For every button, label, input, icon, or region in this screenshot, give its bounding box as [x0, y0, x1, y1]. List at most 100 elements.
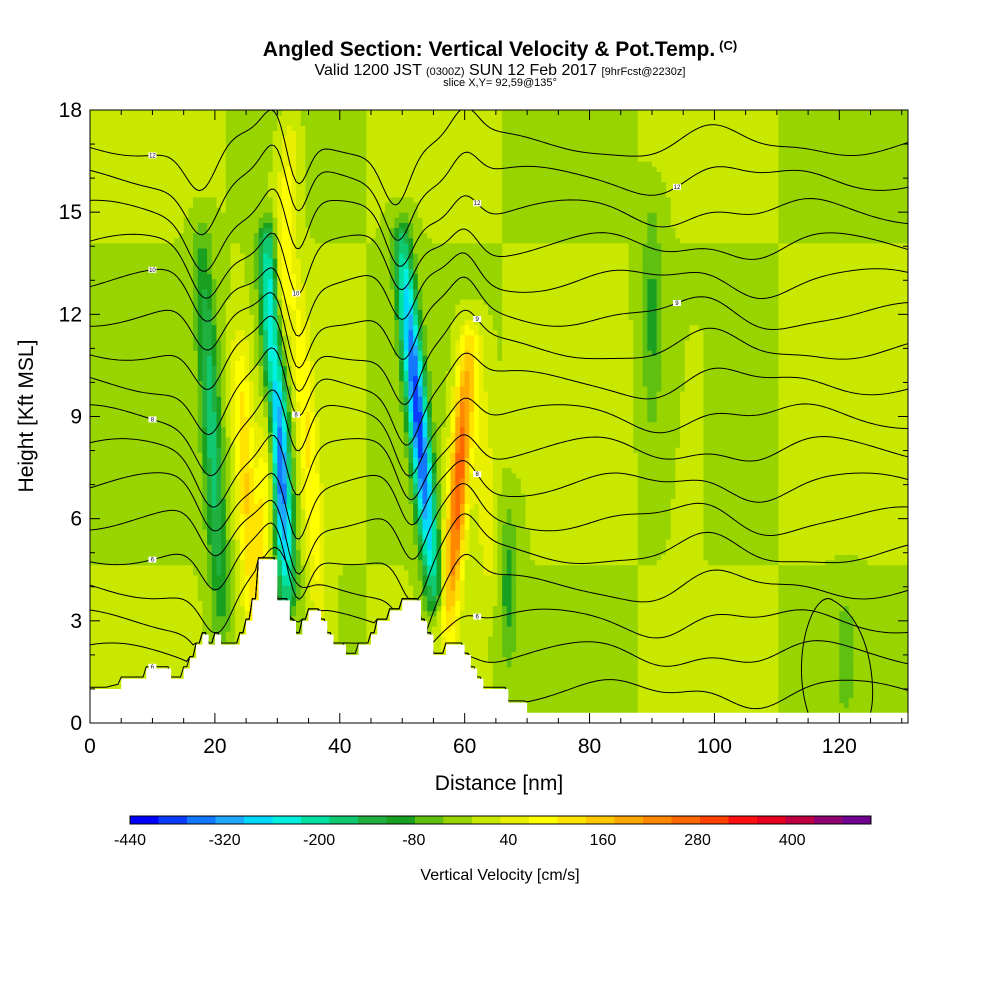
field-cell [216, 375, 222, 382]
field-cell [230, 201, 236, 208]
field-cell [136, 365, 143, 372]
field-cell [216, 406, 222, 412]
field-cell [90, 314, 96, 321]
field-cell [188, 559, 194, 566]
field-cell [188, 569, 194, 576]
field-cell [90, 350, 96, 356]
field-cell [155, 641, 161, 647]
field-cell [150, 191, 157, 198]
field-cell [127, 595, 133, 601]
field-cell [202, 416, 208, 423]
field-cell [193, 631, 199, 637]
field-cell [249, 222, 255, 229]
field-cell [160, 186, 166, 193]
field-cell [164, 411, 171, 418]
field-cell [188, 232, 194, 239]
field-cell [202, 406, 208, 412]
field-cell [221, 176, 227, 183]
field-cell [141, 620, 147, 627]
field-cell [141, 564, 147, 571]
field-cell [216, 482, 222, 489]
field-cell [225, 426, 232, 433]
field-cell [113, 355, 119, 361]
field-cell [141, 314, 147, 321]
field-cell [90, 370, 96, 377]
field-cell [113, 314, 119, 321]
field-cell [235, 533, 241, 540]
field-cell [94, 370, 100, 377]
field-cell [188, 350, 194, 356]
field-cell [207, 564, 213, 571]
field-cell [225, 641, 232, 647]
field-cell [99, 350, 105, 356]
field-cell [183, 523, 189, 530]
field-cell [235, 135, 241, 142]
field-cell [99, 677, 105, 683]
field-cell [94, 273, 100, 280]
field-cell [244, 528, 250, 535]
field-cell [90, 620, 96, 627]
field-cell [239, 559, 246, 566]
field-cell [211, 171, 218, 178]
field-cell [197, 110, 203, 116]
field-cell [174, 212, 180, 218]
field-cell [90, 482, 96, 489]
field-cell [188, 299, 194, 305]
field-cell [225, 380, 232, 387]
field-cell [136, 493, 143, 499]
field-cell [263, 406, 269, 412]
field-cell [150, 125, 157, 132]
field-cell [90, 217, 96, 223]
field-cell [118, 661, 124, 668]
field-cell [94, 421, 100, 428]
field-cell [155, 334, 161, 341]
field-cell [277, 426, 283, 433]
field-cell [188, 636, 194, 642]
field-cell [122, 585, 129, 591]
field-cell [244, 385, 250, 392]
field-cell [211, 385, 218, 392]
field-cell [188, 574, 194, 581]
field-cell [136, 293, 143, 300]
field-cell [127, 155, 133, 162]
field-cell [94, 569, 100, 576]
field-cell [272, 196, 278, 203]
field-cell [160, 436, 166, 443]
field-cell [225, 360, 232, 367]
field-cell [174, 651, 180, 658]
field-cell [155, 431, 161, 438]
field-cell [90, 493, 96, 499]
field-cell [169, 273, 175, 280]
field-cell [221, 344, 227, 351]
field-cell [90, 390, 96, 397]
field-cell [122, 247, 129, 254]
field-cell [230, 268, 236, 275]
field-cell [155, 590, 161, 596]
field-cell [244, 533, 250, 540]
field-cell [258, 528, 264, 535]
field-cell [183, 396, 189, 402]
field-cell [230, 140, 236, 147]
field-cell [272, 544, 278, 550]
field-cell [202, 186, 208, 193]
field-cell [235, 498, 241, 504]
field-cell [249, 554, 255, 561]
field-cell [160, 217, 166, 223]
field-cell [160, 299, 166, 305]
field-cell [253, 155, 260, 162]
field-cell [113, 161, 119, 167]
field-cell [211, 406, 218, 412]
field-cell [225, 120, 232, 126]
field-cell [164, 605, 171, 612]
field-cell [94, 304, 100, 310]
field-cell [253, 196, 260, 203]
field-cell [239, 171, 246, 178]
field-cell [178, 508, 185, 515]
field-cell [216, 631, 222, 637]
field-cell [178, 651, 185, 658]
field-cell [253, 212, 260, 218]
field-cell [239, 385, 246, 392]
field-cell [160, 625, 166, 632]
field-cell [202, 344, 208, 351]
field-cell [160, 472, 166, 479]
